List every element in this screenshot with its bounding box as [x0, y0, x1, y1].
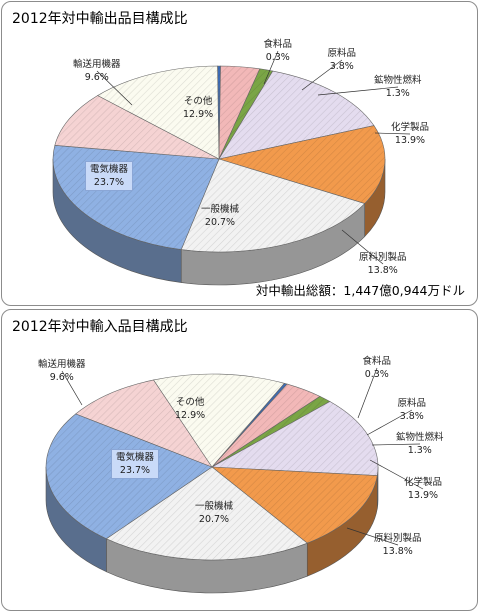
pie-top-faces — [52, 65, 386, 253]
slice-value: 9.6% — [84, 72, 109, 83]
data-label: 電気機器 23.7% — [111, 449, 160, 479]
slice-name: 食料品 — [362, 356, 392, 367]
slice-name: 一般機械 — [201, 204, 240, 215]
pie-side-walls — [45, 466, 379, 594]
leader-line — [263, 50, 279, 85]
slice-name: 原料別製品 — [359, 252, 407, 263]
slice-name: 化学製品 — [404, 477, 443, 488]
slice-value: 3.8% — [399, 411, 424, 422]
data-label: 原料品 3.8% — [398, 397, 427, 423]
pie-slice-7 — [54, 95, 220, 160]
pie-slice-4 — [217, 125, 386, 204]
pie-slice-8 — [97, 65, 220, 160]
leader-line — [369, 459, 424, 490]
slice-name: 原料品 — [327, 48, 357, 59]
data-label: 化学製品 13.9% — [404, 476, 442, 502]
slice-value: 23.7% — [93, 177, 125, 188]
leader-lines — [61, 367, 424, 546]
slice-value: 20.7% — [198, 514, 230, 525]
slice-name: その他 — [175, 397, 205, 408]
slice-value: 13.9% — [407, 490, 439, 501]
leader-line — [61, 370, 83, 406]
leader-line — [346, 527, 399, 546]
pie-slice-5 — [105, 466, 308, 561]
slice-name: 化学製品 — [391, 122, 430, 133]
slice-value: 0.3% — [364, 369, 389, 380]
pie-slice-5 — [180, 158, 366, 253]
data-label: 一般機械 20.7% — [195, 500, 233, 526]
export-chart-panel: 2012年対中輸出品目構成比 対中輸出総額：1,447億0,944万ドル 食料品… — [1, 1, 478, 306]
leader-line — [357, 367, 378, 419]
pie-slice-7 — [75, 379, 213, 468]
leader-line — [366, 409, 413, 436]
slice-value: 1.3% — [407, 445, 432, 456]
data-label: 原料別製品 13.8% — [374, 532, 422, 558]
import-pie-chart — [45, 367, 424, 594]
data-label: 鉱物性燃料 1.3% — [374, 74, 422, 100]
slice-name: 輸送用機器 — [38, 359, 86, 370]
slice-name: 鉱物性燃料 — [374, 75, 422, 86]
data-label: その他 12.9% — [183, 95, 213, 121]
slice-value: 12.9% — [183, 109, 214, 120]
slice-value: 13.9% — [394, 135, 426, 146]
slice-value: 20.7% — [204, 217, 236, 228]
import-chart-title: 2012年対中輸入品目構成比 — [12, 319, 188, 335]
slice-name: 一般機械 — [195, 501, 234, 512]
leader-line — [317, 86, 399, 96]
leader-lines — [96, 50, 411, 265]
slice-name: その他 — [183, 96, 213, 107]
slice-name: 輸送用機器 — [73, 59, 121, 70]
data-label: 食料品 0.3% — [264, 38, 293, 64]
export-chart-title: 2012年対中輸出品目構成比 — [12, 11, 188, 27]
slice-value: 23.7% — [119, 465, 151, 476]
pie-slice-8 — [153, 373, 285, 468]
data-label: 原料別製品 13.8% — [359, 251, 407, 277]
export-pie-chart — [52, 50, 411, 286]
slice-name: 原料品 — [397, 398, 427, 409]
leader-line — [301, 59, 343, 91]
slice-value: 9.6% — [49, 372, 74, 383]
data-label: 輸送用機器 9.6% — [38, 358, 86, 384]
slice-name: 鉱物性燃料 — [396, 432, 444, 443]
slice-name: 電気機器 — [116, 452, 155, 463]
slice-value: 3.8% — [329, 61, 354, 72]
slice-value: 13.8% — [367, 265, 398, 276]
slice-value: 13.8% — [382, 546, 413, 557]
slice-value: 0.3% — [265, 52, 290, 63]
slice-name: 原料別製品 — [374, 533, 422, 544]
data-label: その他 12.9% — [175, 396, 205, 422]
leader-line — [374, 132, 411, 135]
leader-line — [371, 443, 421, 446]
import-chart-panel: 2012年対中輸入品目構成比 食料品 0.3% 原料品 3.8% 鉱物性燃料 1.3% 化学… — [1, 309, 478, 611]
slice-value: 1.3% — [385, 88, 410, 99]
data-label: 食料品 0.3% — [363, 355, 392, 381]
data-label: 輸送用機器 9.6% — [73, 58, 121, 84]
pie-top-faces — [45, 373, 379, 561]
leader-line — [341, 229, 384, 265]
data-label: 一般機械 20.7% — [201, 203, 239, 229]
leader-line — [96, 70, 133, 106]
slice-name: 食料品 — [263, 39, 293, 50]
data-label: 電気機器 23.7% — [85, 161, 134, 191]
pie-slice-3 — [210, 401, 379, 476]
slice-name: 電気機器 — [90, 164, 129, 175]
data-label: 鉱物性燃料 1.3% — [396, 431, 444, 457]
data-label: 化学製品 13.9% — [391, 121, 429, 147]
data-label: 原料品 3.8% — [328, 47, 357, 73]
export-total-annotation: 対中輸出総額：1,447億0,944万ドル — [255, 283, 465, 298]
pie-slice-4 — [211, 466, 378, 544]
slice-value: 12.9% — [175, 410, 206, 421]
